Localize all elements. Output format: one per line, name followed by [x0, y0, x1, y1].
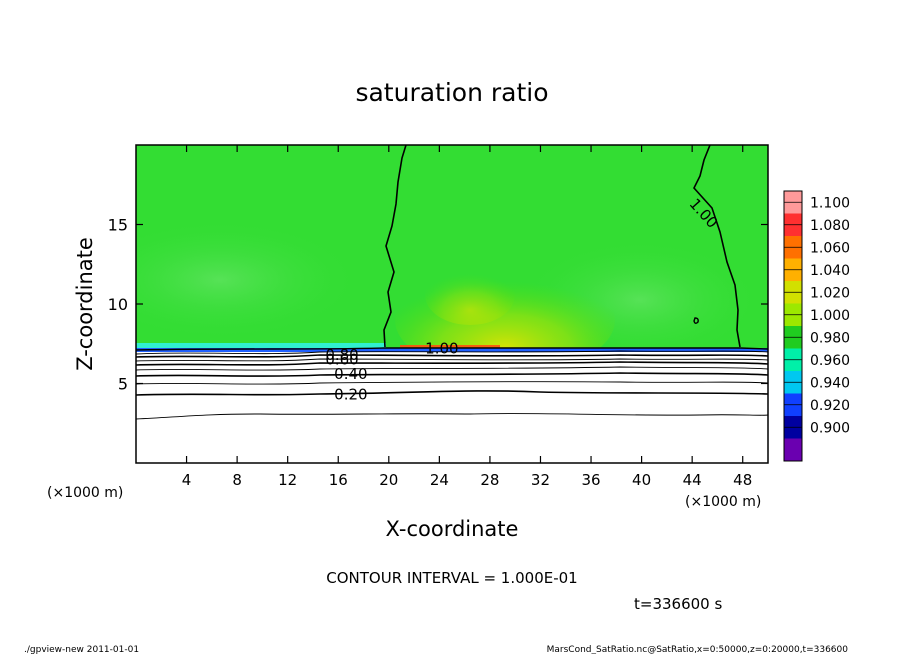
x-unit-right: (×1000 m) [685, 494, 761, 510]
y-tick-label-0: 5 [118, 375, 128, 394]
contour-1-00-left [383, 145, 407, 348]
contour-interval-text: CONTOUR INTERVAL = 1.000E-01 [326, 569, 577, 587]
contour-0-80 [136, 354, 768, 358]
chart-title: saturation ratio [355, 78, 548, 107]
field-supersaturated-region-2 [425, 265, 515, 325]
field-cyan-layer [136, 343, 386, 351]
colorbar-label-8: 0.940 [810, 375, 850, 391]
colorbar-label-6: 0.980 [810, 330, 850, 346]
y-tick-label-1: 10 [108, 295, 128, 314]
contour-0-90 [136, 350, 768, 355]
contour-1-00-right [693, 145, 741, 348]
contour-label-2: 0.80 [325, 346, 358, 364]
colorbar-label-10: 0.900 [810, 420, 850, 436]
contour-label-3: 0.60 [325, 351, 358, 369]
contour-0-40 [136, 372, 768, 377]
x-tick-label-4: 20 [379, 471, 398, 489]
colorbar-label-3: 1.040 [810, 263, 850, 279]
field-white-low [136, 352, 768, 463]
x-tick-label-9: 40 [632, 471, 651, 489]
x-axis-label: X-coordinate [386, 517, 519, 541]
y-axis-label: Z-coordinate [73, 237, 97, 371]
x-tick-label-7: 32 [531, 471, 550, 489]
x-tick-label-10: 44 [683, 471, 702, 489]
colorbar-label-2: 1.060 [810, 240, 850, 256]
colorbar-label-9: 0.920 [810, 398, 850, 414]
colorbar: 1.100 1.080 1.060 1.040 1.020 1.000 0.980 0.960… [783, 190, 850, 462]
contour-label-1: 1.00 [425, 340, 458, 358]
y-tick-label-2: 15 [108, 216, 128, 235]
contour-1-00-small [693, 317, 699, 324]
field-lighter-region [136, 220, 360, 340]
contour-0-20 [136, 390, 768, 396]
colorbar-label-5: 1.000 [810, 308, 850, 324]
colorbar-label-0: 1.100 [810, 195, 850, 211]
contour-label-4: 0.40 [334, 365, 367, 383]
x-tick-label-3: 16 [329, 471, 348, 489]
x-tick-label-0: 4 [182, 471, 192, 489]
footer-right: MarsCond_SatRatio.nc@SatRatio,x=0:50000,… [547, 645, 849, 654]
contour-0-70 [136, 358, 768, 362]
contour-label-5: 0.20 [334, 386, 367, 404]
field-red-strip [400, 345, 500, 348]
colorbar-label-7: 0.960 [810, 353, 850, 369]
contour-0-10 [136, 412, 768, 420]
x-tick-label-5: 24 [430, 471, 449, 489]
colorbar-frame [783, 190, 803, 462]
contour-lines [136, 145, 768, 420]
x-tick-label-2: 12 [278, 471, 297, 489]
colorbar-label-1: 1.080 [810, 218, 850, 234]
colorbar-swatch-11 [784, 438, 802, 462]
x-unit-left: (×1000 m) [47, 485, 123, 501]
x-tick-label-6: 28 [480, 471, 499, 489]
field-blue-layer [136, 348, 768, 352]
contour-1-00-base [136, 347, 768, 351]
plot-area: 1.001.000.800.600.400.20 [136, 145, 768, 463]
x-tick-label-8: 36 [581, 471, 600, 489]
contour-0-60 [136, 361, 768, 366]
colorbar-label-4: 1.020 [810, 285, 850, 301]
time-text: t=336600 s [634, 595, 722, 613]
x-tick-label-11: 48 [733, 471, 752, 489]
contour-0-50 [136, 366, 768, 371]
contour-0-30 [136, 381, 768, 385]
footer-left: ./gpview-new 2011-01-01 [24, 645, 139, 654]
x-tick-label-1: 8 [232, 471, 242, 489]
